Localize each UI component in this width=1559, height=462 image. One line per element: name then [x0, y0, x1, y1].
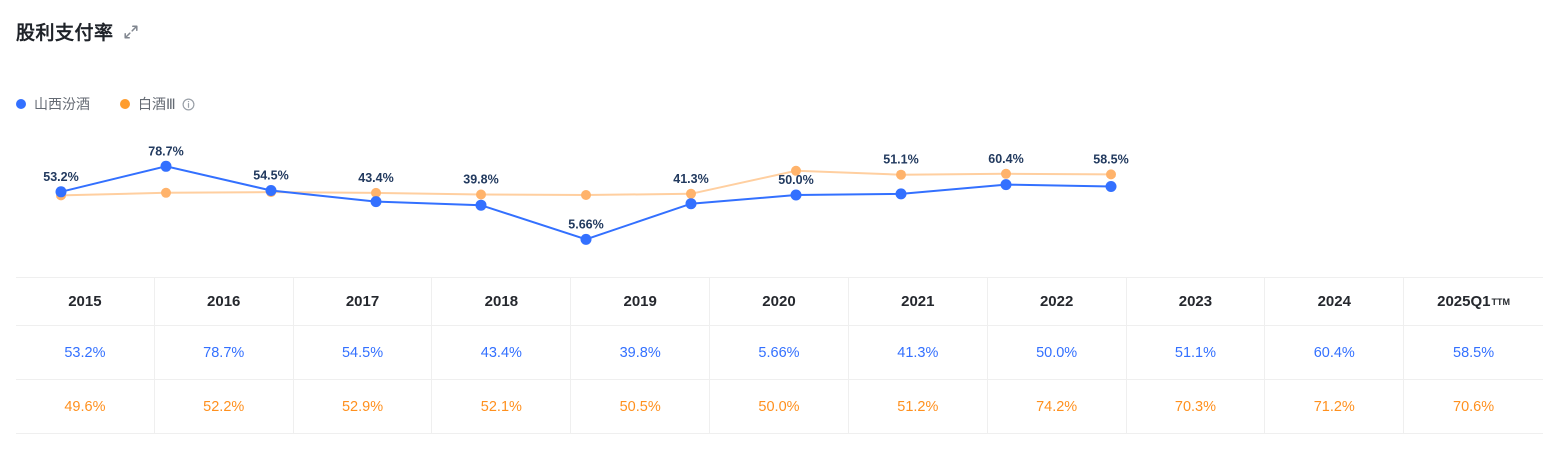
- year-cell: 2022: [988, 278, 1127, 325]
- blue-dot-icon: [16, 99, 26, 109]
- year-cell: 2019: [571, 278, 711, 325]
- shanxi-value-cell: 78.7%: [155, 326, 294, 379]
- year-cell: 2016: [155, 278, 294, 325]
- table-row-shanxi: 53.2% 78.7% 54.5% 43.4% 39.8% 5.66% 41.3% 50.0%…: [16, 325, 1543, 379]
- baijiu-value-cell: 70.3%: [1127, 380, 1266, 433]
- chart-point-label: 50.0%: [778, 173, 813, 187]
- shanxi-value-cell: 5.66%: [710, 326, 849, 379]
- legend-label-baijiu: 白酒Ⅲ: [138, 96, 176, 112]
- chart-point-shanxi[interactable]: [1105, 181, 1117, 192]
- card-header: 股利支付率: [16, 18, 1543, 45]
- chart-point-shanxi[interactable]: [160, 160, 172, 172]
- chart-point-label: 58.5%: [1093, 152, 1128, 166]
- baijiu-value-cell: 49.6%: [16, 380, 155, 433]
- chart-point-label: 41.3%: [673, 172, 708, 186]
- chart-point-baijiu[interactable]: [1001, 168, 1011, 179]
- chart-point-label: 51.1%: [883, 153, 918, 167]
- chart-point-baijiu[interactable]: [161, 187, 171, 198]
- chart-legend: 山西汾酒 白酒Ⅲ: [16, 95, 1543, 113]
- shanxi-value-cell: 39.8%: [571, 326, 711, 379]
- year-cell: 2021: [849, 278, 988, 325]
- baijiu-value-cell: 52.9%: [294, 380, 433, 433]
- baijiu-value-cell: 52.1%: [432, 380, 572, 433]
- ttm-superscript: TTM: [1491, 296, 1511, 307]
- baijiu-value-cell: 50.0%: [710, 380, 849, 433]
- shanxi-value-cell: 43.4%: [432, 326, 572, 379]
- chart-point-label: 39.8%: [463, 173, 498, 187]
- payout-ratio-chart[interactable]: 53.2% 78.7% 54.5% 43.4% 39.8% 5.66% 41.3% 50.0%…: [16, 123, 1543, 265]
- chart-point-baijiu[interactable]: [581, 190, 591, 200]
- chart-point-label: 5.66%: [568, 217, 603, 231]
- chart-point-baijiu[interactable]: [896, 169, 906, 180]
- shanxi-value-cell: 60.4%: [1265, 326, 1405, 379]
- chart-point-label: 78.7%: [148, 144, 183, 158]
- shanxi-value-cell: 54.5%: [294, 326, 433, 379]
- chart-point-label: 54.5%: [253, 169, 288, 183]
- baijiu-value-cell: 52.2%: [155, 380, 294, 433]
- chart-point-baijiu[interactable]: [476, 189, 486, 200]
- legend-item-baijiu[interactable]: 白酒Ⅲ: [120, 94, 176, 114]
- legend-label-shanxi: 山西汾酒: [34, 96, 90, 112]
- chart-point-shanxi[interactable]: [370, 196, 382, 208]
- baijiu-value-cell: 70.6%: [1453, 398, 1495, 415]
- payout-ratio-table: 2015 2016 2017 2018 2019 2020 2021 2022 2023 2024…: [16, 277, 1543, 434]
- year-cell: 2020: [710, 278, 849, 325]
- expand-icon[interactable]: [122, 23, 140, 41]
- year-cell: 2023: [1127, 278, 1266, 325]
- chart-point-shanxi[interactable]: [580, 233, 592, 245]
- table-header-row: 2015 2016 2017 2018 2019 2020 2021 2022 2023 2024…: [16, 278, 1543, 325]
- chart-point-shanxi[interactable]: [265, 185, 277, 196]
- shanxi-value-cell: 50.0%: [988, 326, 1127, 379]
- shanxi-value-cell: 51.1%: [1127, 326, 1266, 379]
- chart-point-label: 53.2%: [43, 170, 78, 184]
- baijiu-value-cell: 51.2%: [849, 380, 988, 433]
- baijiu-value-cell: 71.2%: [1265, 380, 1405, 433]
- orange-dot-icon: [120, 99, 130, 109]
- page-title: 股利支付率: [16, 23, 114, 44]
- chart-point-shanxi[interactable]: [895, 188, 907, 200]
- chart-point-shanxi[interactable]: [55, 186, 67, 198]
- year-cell: 2015: [16, 278, 155, 325]
- shanxi-value-cell: 53.2%: [16, 326, 155, 379]
- year-cell: 2018: [432, 278, 572, 325]
- chart-point-label: 43.4%: [358, 171, 393, 185]
- chart-point-shanxi[interactable]: [685, 198, 697, 210]
- year-cell: 2024: [1265, 278, 1405, 325]
- chart-point-baijiu[interactable]: [791, 165, 801, 176]
- baijiu-value-cell: 50.5%: [571, 380, 711, 433]
- baijiu-value-cell: 74.2%: [988, 380, 1127, 433]
- legend-item-shanxi[interactable]: 山西汾酒: [16, 94, 90, 114]
- year-cell: 2025Q1 TTM: [1437, 293, 1511, 310]
- chart-point-shanxi[interactable]: [790, 189, 802, 201]
- year-cell: 2017: [294, 278, 433, 325]
- chart-point-label: 60.4%: [988, 152, 1023, 166]
- table-row-baijiu: 49.6% 52.2% 52.9% 52.1% 50.5% 50.0% 51.2% 74.2%…: [16, 379, 1543, 433]
- shanxi-value-cell: 41.3%: [849, 326, 988, 379]
- shanxi-value-cell: 58.5%: [1453, 344, 1495, 361]
- info-circle-icon[interactable]: [182, 98, 195, 111]
- chart-point-baijiu[interactable]: [686, 188, 696, 199]
- chart-point-shanxi[interactable]: [1000, 179, 1012, 191]
- chart-point-baijiu[interactable]: [1106, 169, 1116, 180]
- chart-point-baijiu[interactable]: [371, 187, 381, 198]
- chart-point-shanxi[interactable]: [475, 199, 487, 211]
- payout-ratio-card: 股利支付率 山西汾酒 白酒Ⅲ 53.2% 78.7%: [0, 18, 1559, 434]
